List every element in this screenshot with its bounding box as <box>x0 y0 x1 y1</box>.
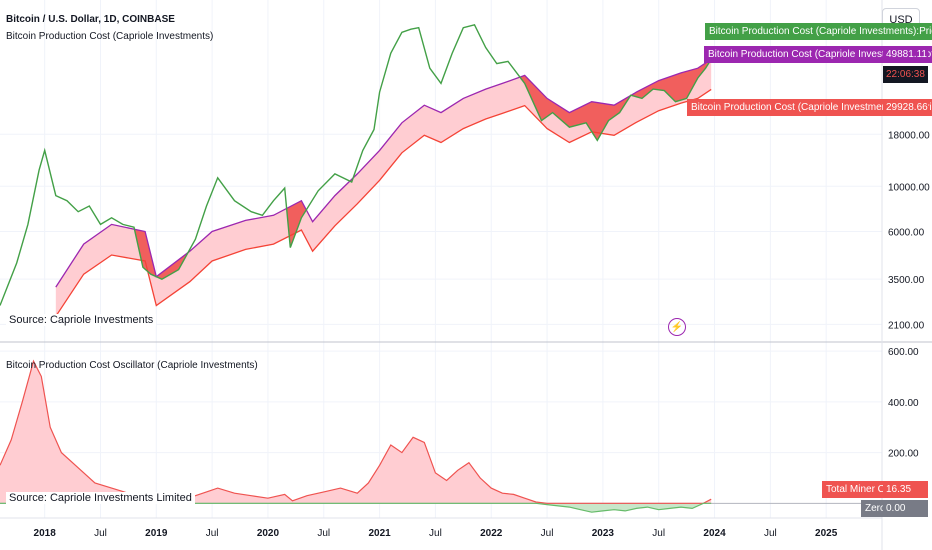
x-tick-label: 2022 <box>480 528 503 539</box>
upper-price-axis[interactable]: 18000.00 10000.00 6000.00 3500.00 2100.00 <box>888 130 930 331</box>
oscillator-positive-fill <box>0 361 712 504</box>
lower-source-label: Source: Capriole Investments Limited <box>6 492 195 504</box>
y-tick-label: 200.00 <box>888 449 919 460</box>
x-tick-label: 2020 <box>257 528 280 539</box>
x-tick-label: 2018 <box>34 528 57 539</box>
oscillator-plot <box>0 359 882 513</box>
zero-value: 0.00 <box>883 500 928 517</box>
x-tick-label: Jul <box>764 528 777 539</box>
upper-source-label: Source: Capriole Investments <box>6 314 157 326</box>
price-below-cost-fill <box>520 75 630 141</box>
countdown-tag: 22:06:38 <box>883 66 928 83</box>
price-line[interactable] <box>0 23 712 306</box>
symbol-title[interactable]: Bitcoin / U.S. Dollar, 1D, COINBASE <box>6 14 175 25</box>
x-tick-label: 2025 <box>815 528 838 539</box>
lower-price-axis[interactable]: 600.00 400.00 200.00 <box>888 347 919 459</box>
oscillator-negative-fill <box>0 503 712 513</box>
price-below-cost-fill <box>631 59 712 102</box>
x-tick-label: 2021 <box>368 528 391 539</box>
lightning-icon[interactable]: ⚡ <box>668 318 686 336</box>
y-tick-label: 3500.00 <box>888 275 925 286</box>
x-tick-label: 2023 <box>592 528 615 539</box>
y-tick-label: 600.00 <box>888 347 919 358</box>
x-tick-label: Jul <box>652 528 665 539</box>
legend-tag-price: Bitcoin Production Cost (Capriole Invest… <box>705 23 932 40</box>
legend-tag-electricity: Bitcoin Production Cost (Capriole Invest… <box>687 99 932 116</box>
x-tick-label: Jul <box>317 528 330 539</box>
x-tick-label: Jul <box>94 528 107 539</box>
zero-label: Zero <box>861 500 890 517</box>
upper-fill-area <box>55 59 712 317</box>
x-tick-label: Jul <box>206 528 219 539</box>
x-tick-label: 2024 <box>703 528 726 539</box>
indicator-title[interactable]: Bitcoin Production Cost (Capriole Invest… <box>6 31 214 42</box>
time-axis[interactable]: 2018 Jul 2019 Jul 2020 Jul 2021 Jul 2022 Jul 2023 J… <box>34 528 838 539</box>
upper-series <box>0 23 712 317</box>
x-tick-label: Jul <box>429 528 442 539</box>
x-tick-label: Jul <box>541 528 554 539</box>
x-tick-label: 2019 <box>145 528 168 539</box>
total-value-tag: 49881.11 <box>883 46 928 63</box>
y-tick-label: 2100.00 <box>888 320 925 331</box>
legend-tag-total: Bitcoin Production Cost (Capriole Invest… <box>704 46 932 63</box>
cost-band-fill <box>55 59 712 317</box>
oscillator-line-positive[interactable] <box>0 359 712 504</box>
y-tick-label: 6000.00 <box>888 227 925 238</box>
y-tick-label: 400.00 <box>888 398 919 409</box>
total-cost-line[interactable] <box>55 58 712 288</box>
y-tick-label: 10000.00 <box>888 182 930 193</box>
total-miner-cost-label: Total Miner Cost <box>822 481 903 498</box>
electricity-cost-line[interactable] <box>55 88 712 317</box>
y-tick-label: 18000.00 <box>888 130 930 141</box>
total-miner-cost-value: 16.35 <box>883 481 928 498</box>
electricity-value-tag: 29928.66 <box>883 99 928 116</box>
price-below-cost-fill <box>286 200 306 248</box>
price-below-cost-fill <box>135 229 188 280</box>
oscillator-title[interactable]: Bitcoin Production Cost Oscillator (Capr… <box>6 360 258 371</box>
